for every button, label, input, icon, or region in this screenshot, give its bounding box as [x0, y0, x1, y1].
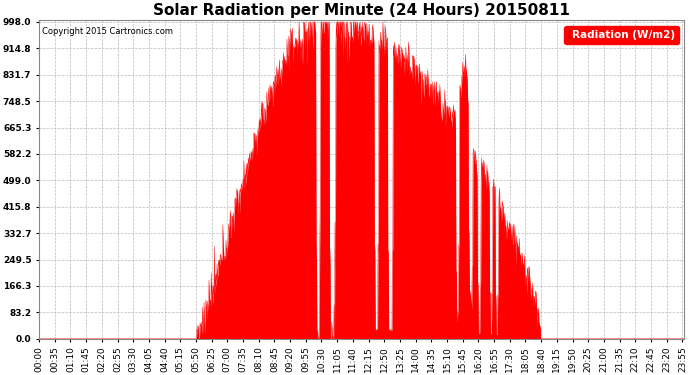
Legend: Radiation (W/m2): Radiation (W/m2): [564, 26, 679, 44]
Title: Solar Radiation per Minute (24 Hours) 20150811: Solar Radiation per Minute (24 Hours) 20…: [153, 3, 570, 18]
Text: Copyright 2015 Cartronics.com: Copyright 2015 Cartronics.com: [42, 27, 173, 36]
